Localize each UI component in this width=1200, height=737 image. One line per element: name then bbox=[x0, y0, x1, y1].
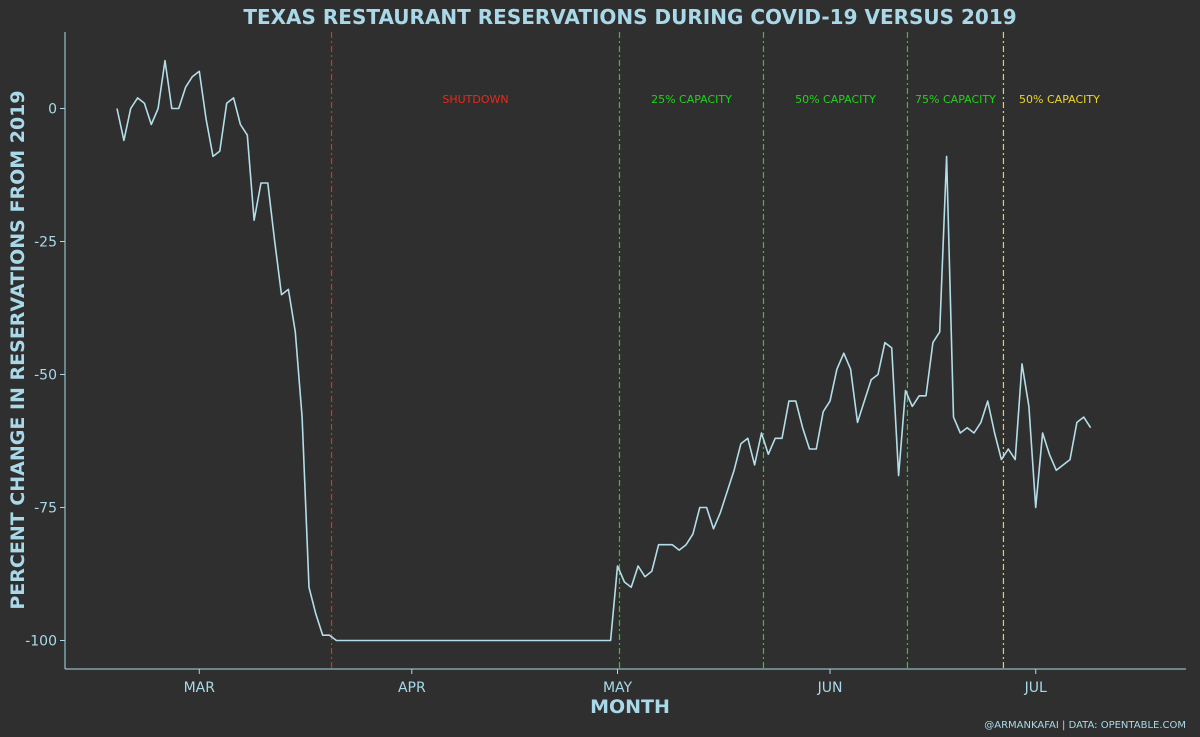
x-tick-label-may: MAY bbox=[603, 680, 633, 696]
y-ticks: 0 -25 -50 -75 -100 bbox=[25, 102, 65, 650]
chart-title: TEXAS RESTAURANT RESERVATIONS DURING COV… bbox=[243, 5, 1016, 29]
series-line-reservations bbox=[116, 59, 1092, 642]
x-tick-label-jun: JUN bbox=[817, 680, 843, 696]
y-tick-label: 0 bbox=[48, 102, 57, 118]
x-ticks: MAR APR MAY JUN JUL bbox=[184, 669, 1047, 696]
y-tick-label: -50 bbox=[34, 368, 57, 384]
event-lines: SHUTDOWN 25% CAPACITY 50% CAPACITY 75% CAPA… bbox=[330, 32, 1100, 669]
caption: @ARMANKAFAI | DATA: OPENTABLE.COM bbox=[984, 720, 1186, 731]
y-tick-label: -25 bbox=[34, 235, 57, 251]
event-label-2: 50% CAPACITY bbox=[795, 93, 876, 106]
x-tick-label-mar: MAR bbox=[184, 680, 216, 696]
y-axis-title: PERCENT CHANGE IN RESERVATIONS FROM 2019 bbox=[7, 90, 29, 609]
x-axis-title: MONTH bbox=[590, 696, 670, 718]
event-label-3: 75% CAPACITY bbox=[915, 93, 996, 106]
x-tick-label-jul: JUL bbox=[1024, 680, 1047, 696]
event-label-0: SHUTDOWN bbox=[442, 93, 508, 106]
event-label-4: 50% CAPACITY bbox=[1019, 93, 1100, 106]
y-tick-label: -75 bbox=[34, 501, 57, 517]
x-tick-label-apr: APR bbox=[398, 680, 426, 696]
event-label-1: 25% CAPACITY bbox=[651, 93, 732, 106]
y-tick-label: -100 bbox=[25, 634, 57, 650]
